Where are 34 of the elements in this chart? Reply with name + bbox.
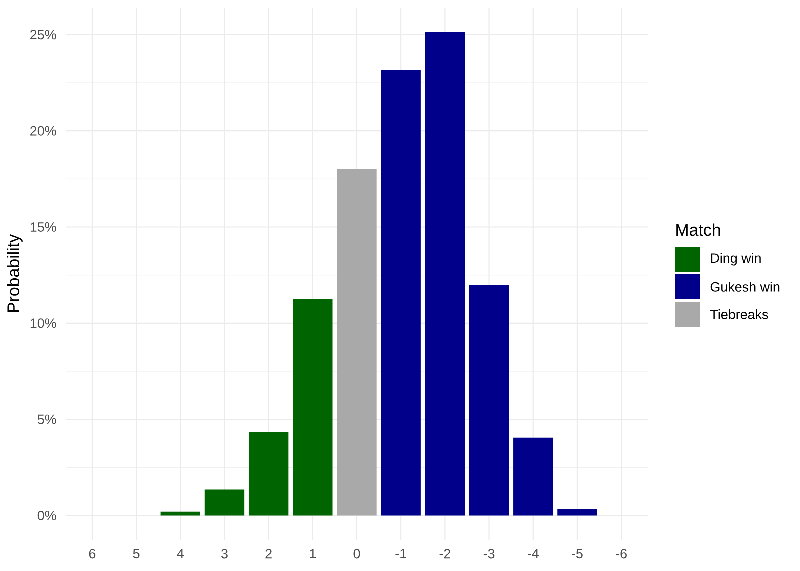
bar [248,432,289,516]
x-tick-label: 0 [354,549,360,559]
bar [293,299,333,516]
y-tick-label: 10% [30,318,56,328]
x-tick-label: 3 [222,549,228,559]
x-tick-label: 2 [266,549,272,559]
x-tick-label: -2 [440,549,450,559]
legend-label: Ding win [711,253,761,266]
bar [337,170,377,516]
bar [469,284,510,516]
y-tick-label: 20% [30,126,56,136]
bar [381,70,421,516]
x-tick-label: 6 [89,549,96,559]
bar [425,32,466,516]
x-tick-label: -3 [484,549,495,559]
x-tick-label: 4 [177,549,184,558]
y-tick-label: 15% [30,222,56,232]
legend-label: Gukesh win [710,282,780,292]
x-tick-label: -6 [616,549,627,559]
bar [514,438,554,516]
x-tick-label: -5 [572,549,583,559]
x-tick-label: -4 [528,549,539,558]
x-tick-label: 1 [310,549,316,558]
y-tick-label: 25% [30,30,56,40]
x-tick-label: 5 [133,549,140,559]
bar [160,512,200,516]
bar [558,509,598,516]
bar [204,490,245,516]
y-tick-label: 0% [38,510,56,521]
y-axis-title: Probability [7,234,23,312]
x-tick-label: -1 [396,549,406,558]
legend-title: Match [676,224,720,236]
y-tick-label: 5% [38,414,56,424]
legend-label: Tiebreaks [710,310,768,320]
